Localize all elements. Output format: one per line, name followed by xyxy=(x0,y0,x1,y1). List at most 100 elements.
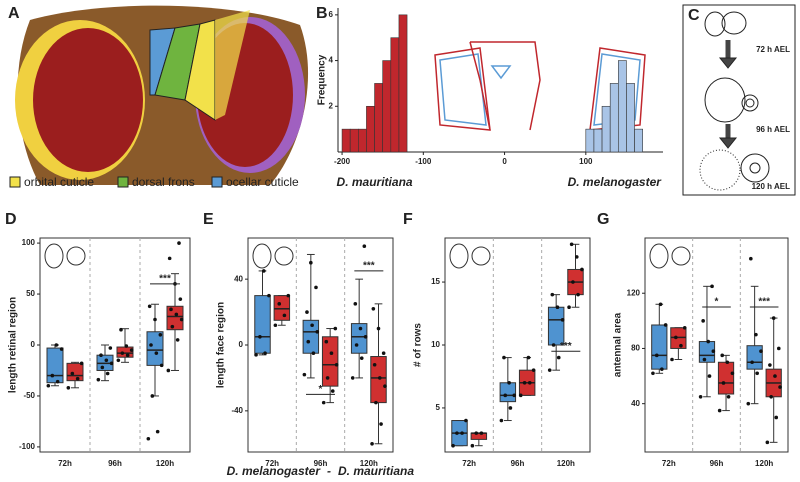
legend-label: orbital cuticle xyxy=(24,175,94,189)
data-point xyxy=(749,256,753,261)
series-label: D. melanogaster xyxy=(568,175,663,189)
data-point xyxy=(263,351,267,356)
y-tick-label: 40 xyxy=(234,274,243,283)
y-tick-label: 5 xyxy=(436,403,441,412)
data-point xyxy=(755,371,759,376)
data-point xyxy=(155,429,160,434)
data-point xyxy=(470,443,475,448)
box xyxy=(717,361,735,395)
hist-bar xyxy=(366,105,375,153)
data-point xyxy=(721,381,726,385)
data-point xyxy=(353,302,358,306)
box xyxy=(166,305,184,331)
data-point xyxy=(383,384,387,388)
hist-bar xyxy=(585,128,595,153)
data-point xyxy=(707,374,712,378)
data-point xyxy=(508,406,513,410)
data-point xyxy=(710,284,714,289)
data-point xyxy=(720,353,725,358)
panel-label: A xyxy=(8,5,20,22)
data-point xyxy=(166,368,171,373)
stage-icon xyxy=(671,246,691,266)
x-tick-label: 0 xyxy=(502,157,507,166)
y-tick-label: 0 xyxy=(31,340,36,349)
data-point xyxy=(324,339,329,344)
data-point xyxy=(379,422,383,426)
box xyxy=(254,295,271,354)
data-point xyxy=(460,431,464,435)
stage-label: 120 h AEL xyxy=(752,182,790,191)
data-point xyxy=(149,343,153,347)
data-point xyxy=(706,339,711,344)
x-tick-label: 96h xyxy=(314,459,328,468)
box xyxy=(116,346,134,358)
data-point xyxy=(70,371,75,376)
data-point xyxy=(522,380,527,385)
y-tick-label: 120 xyxy=(627,288,641,297)
data-point xyxy=(526,355,531,360)
data-point xyxy=(302,372,307,377)
hist-bar xyxy=(618,60,627,153)
data-point xyxy=(654,353,659,358)
x-tick-label: 100 xyxy=(579,157,593,166)
data-point xyxy=(329,351,334,356)
data-point xyxy=(769,394,773,399)
data-point xyxy=(670,357,674,362)
data-point xyxy=(177,241,181,245)
data-point xyxy=(100,365,105,370)
data-point xyxy=(381,351,386,356)
data-point xyxy=(518,393,523,398)
data-point xyxy=(109,361,114,366)
panel-label: C xyxy=(688,7,700,24)
data-point xyxy=(116,358,121,363)
series-label: D. mauritiana xyxy=(337,175,413,189)
data-point xyxy=(179,317,184,322)
data-point xyxy=(104,358,109,363)
panel-label: E xyxy=(203,211,214,228)
data-point xyxy=(464,418,468,423)
data-point xyxy=(305,310,309,314)
data-point xyxy=(150,394,155,398)
data-point xyxy=(169,307,173,312)
stage-icon xyxy=(252,243,272,269)
data-point xyxy=(119,327,123,332)
legend-entry: D. melanogaster xyxy=(227,464,322,478)
data-point xyxy=(776,346,781,351)
hist-bar xyxy=(601,105,611,153)
data-point xyxy=(778,385,782,389)
significance: *** xyxy=(758,297,770,308)
y-tick-label: -50 xyxy=(23,391,35,400)
data-point xyxy=(105,371,110,376)
data-point xyxy=(46,383,51,388)
data-point xyxy=(701,319,705,323)
data-point xyxy=(503,393,508,398)
significance: * xyxy=(319,384,323,395)
hist-bar xyxy=(358,128,367,153)
data-point xyxy=(154,351,159,355)
data-point xyxy=(314,285,318,290)
stage-label: 96 h AEL xyxy=(756,125,790,134)
x-tick-label: 120h xyxy=(755,459,773,468)
y-axis-label: length face region xyxy=(216,302,227,388)
data-point xyxy=(54,343,59,347)
data-point xyxy=(333,326,338,331)
box xyxy=(651,324,668,370)
data-point xyxy=(258,334,262,339)
box xyxy=(370,356,387,404)
data-point xyxy=(267,293,271,298)
data-point xyxy=(765,440,770,445)
legend-swatch xyxy=(211,176,223,188)
x-tick-label: 120h xyxy=(360,459,378,468)
panel-label: F xyxy=(403,211,413,228)
data-point xyxy=(273,323,278,328)
data-point xyxy=(663,323,668,327)
stage-icon xyxy=(66,246,86,266)
hist-bar xyxy=(609,83,619,153)
significance: *** xyxy=(363,261,375,272)
data-point xyxy=(569,242,574,247)
data-point xyxy=(363,334,368,339)
data-point xyxy=(502,355,506,360)
data-point xyxy=(55,379,60,384)
stage-diagram xyxy=(682,4,796,196)
data-point xyxy=(512,393,517,398)
